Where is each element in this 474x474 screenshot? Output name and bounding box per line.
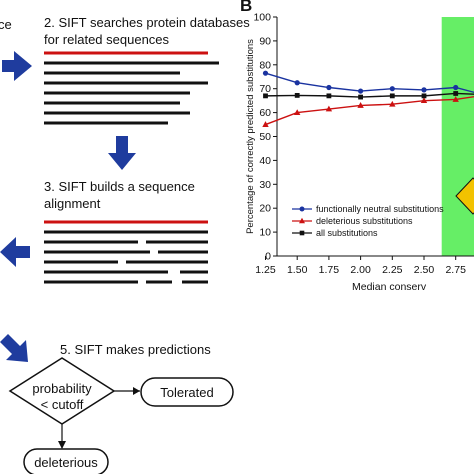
- y-tick-label: 100: [253, 12, 271, 24]
- y-tick-label: 70: [259, 83, 271, 95]
- tolerated-label: Tolerated: [160, 385, 214, 400]
- x-tick-label: 2.25: [382, 264, 403, 276]
- x-tick-label: 1.75: [319, 264, 340, 276]
- y-tick-label: 80: [259, 59, 271, 71]
- data-point: [421, 87, 427, 93]
- step2-line1: 2. SIFT searches protein databases: [44, 15, 250, 30]
- legend-marker: [299, 230, 305, 236]
- conservation-highlight-band: [441, 17, 474, 256]
- data-point: [453, 91, 459, 96]
- data-point: [453, 84, 459, 91]
- step1-text-fragment: ce: [0, 17, 12, 32]
- panel-label: B: [240, 0, 253, 15]
- conservation-line-chart: 0 10 20 30 40 50 60 70 80 90 100 1.25 1.50 1.75 2.00 2.…: [245, 12, 474, 293]
- arrow-down-right-icon: [0, 334, 28, 362]
- data-point: [326, 84, 332, 91]
- step3-line2: alignment: [44, 196, 101, 211]
- deleterious-label: deleterious: [34, 455, 98, 470]
- data-point: [357, 102, 364, 108]
- y-tick-label: 60: [259, 107, 271, 119]
- y-tick-label: 20: [259, 203, 271, 215]
- y-axis-label: Percentage of correctly predicted substi…: [245, 39, 256, 234]
- step5-text: 5. SIFT makes predictions: [60, 342, 211, 357]
- data-point: [389, 100, 396, 107]
- decision-line2: < cutoff: [40, 397, 84, 412]
- y-tick-label: 90: [259, 35, 271, 47]
- data-point: [263, 93, 268, 99]
- legend-marker: [299, 217, 305, 224]
- data-point: [326, 93, 332, 99]
- step3-line1: 3. SIFT builds a sequence: [44, 179, 195, 194]
- data-point: [420, 97, 428, 104]
- data-point: [452, 96, 459, 102]
- y-tick-label: 40: [259, 155, 271, 167]
- decision-line1: probability: [32, 381, 92, 396]
- x-tick-label: 2.50: [414, 264, 435, 276]
- data-point: [389, 93, 395, 99]
- x-tick-label: 2.00: [350, 264, 371, 276]
- x-axis-label: Median conserv: [352, 281, 427, 293]
- warning-diamond: [455, 177, 474, 215]
- y-tick-label: 10: [259, 227, 271, 239]
- database-sequences: [44, 51, 219, 125]
- legend-label: deleterious substitutions: [316, 216, 413, 226]
- x-tick-label: 1.25: [255, 264, 276, 276]
- legend-marker: [299, 206, 305, 212]
- y-tick-label: 50: [259, 131, 271, 143]
- data-point: [421, 93, 427, 99]
- data-point: [294, 109, 301, 115]
- data-point: [262, 121, 269, 127]
- data-point: [294, 80, 300, 86]
- arrow-left-icon: [0, 237, 30, 267]
- tolerated-box: [140, 377, 234, 407]
- legend-label: all substitutions: [316, 228, 378, 238]
- arrowhead-icon: [133, 387, 140, 395]
- data-point: [262, 70, 269, 76]
- data-point: [358, 94, 363, 100]
- x-tick-label: 1.50: [287, 264, 308, 276]
- y-tick-label: 0: [265, 251, 271, 263]
- arrow-right-icon: [2, 51, 32, 81]
- series-line: [265, 72, 474, 94]
- series-line: [265, 95, 474, 126]
- prediction-flowchart: [8, 357, 234, 474]
- data-point: [358, 88, 364, 94]
- series-line: [265, 92, 474, 98]
- arrow-down-icon: [108, 136, 136, 170]
- sequence-alignment: [44, 220, 208, 284]
- x-tick-label: 2.75: [445, 264, 466, 276]
- data-point: [294, 92, 300, 98]
- arrowhead-icon: [58, 441, 66, 449]
- workflow-graphics: [0, 51, 234, 474]
- step2-line2: for related sequences: [44, 32, 170, 47]
- legend-label: functionally neutral substitutions: [316, 204, 444, 214]
- data-point: [325, 105, 333, 112]
- data-point: [389, 86, 395, 92]
- step4-text-fragment: l: [0, 322, 1, 339]
- deleterious-box: [23, 448, 109, 474]
- y-tick-label: 30: [259, 179, 271, 191]
